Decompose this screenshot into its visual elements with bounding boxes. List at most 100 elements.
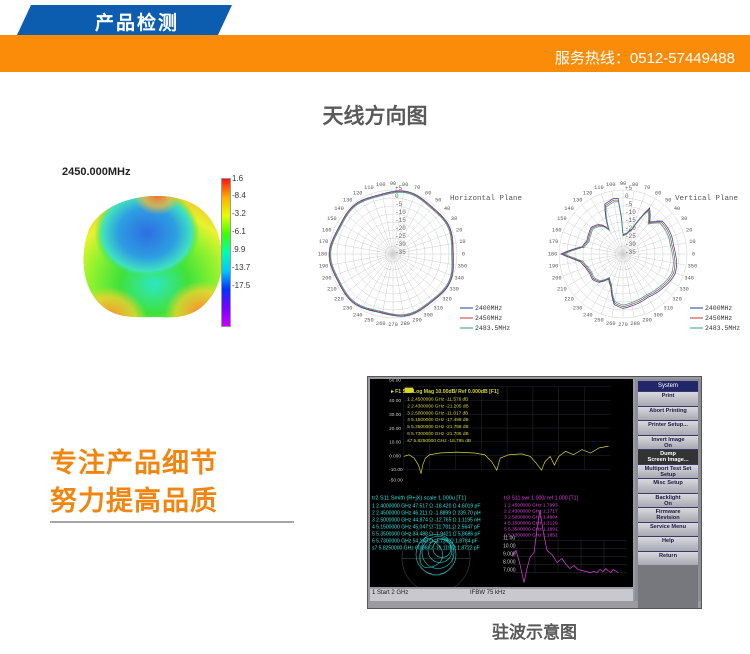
- svg-text:200: 200: [552, 276, 562, 282]
- svg-text:40.00: 40.00: [389, 398, 401, 404]
- svg-text:240: 240: [583, 313, 593, 319]
- svg-text:260: 260: [606, 321, 616, 327]
- svg-text:50.00: 50.00: [389, 379, 401, 384]
- svg-text:300: 300: [653, 313, 663, 319]
- svg-text:30: 30: [681, 216, 687, 222]
- svg-text:2483.5MHz: 2483.5MHz: [705, 325, 740, 332]
- svg-text:60: 60: [425, 190, 431, 196]
- svg-text:290: 290: [642, 318, 652, 324]
- svg-text:210: 210: [327, 287, 337, 293]
- svg-text:140: 140: [564, 206, 574, 212]
- svg-text:30.00: 30.00: [389, 412, 401, 418]
- svg-text:6 5.7300000 GHz -21.706 dB: 6 5.7300000 GHz -21.706 dB: [407, 431, 468, 437]
- svg-text:80: 80: [632, 182, 638, 188]
- svg-text:-15: -15: [395, 217, 406, 224]
- svg-text:350: 350: [458, 264, 468, 270]
- svg-text:2400MHz: 2400MHz: [475, 305, 502, 312]
- svg-text:10: 10: [689, 239, 695, 245]
- svg-text:280: 280: [400, 321, 410, 327]
- svg-text:220: 220: [564, 297, 574, 303]
- svg-text:140: 140: [334, 206, 344, 212]
- svg-text:40: 40: [444, 206, 450, 212]
- svg-text:Horizontal Plane: Horizontal Plane: [450, 195, 522, 203]
- svg-text:Vertical Plane: Vertical Plane: [675, 195, 738, 203]
- svg-text:2400MHz: 2400MHz: [705, 305, 732, 312]
- svg-text:130: 130: [343, 197, 353, 203]
- svg-text:5 5.3500000 GHz 1.1891: 5 5.3500000 GHz 1.1891: [504, 527, 558, 533]
- svg-text:2 2.4500000 GHz 46.211 Ω -1: 2 2.4500000 GHz 46.211 Ω -1.8899 Ω 239.7…: [372, 511, 481, 517]
- svg-text:20.00: 20.00: [389, 426, 401, 432]
- svg-text:9.000: 9.000: [503, 552, 516, 558]
- svg-text:280: 280: [630, 321, 640, 327]
- svg-text:4 5.1500000 GHz 1.3129: 4 5.1500000 GHz 1.3129: [504, 521, 558, 527]
- svg-text:10.00: 10.00: [503, 544, 516, 550]
- svg-text:290: 290: [412, 318, 422, 324]
- svg-text:-20: -20: [395, 225, 406, 232]
- svg-text:20: 20: [686, 227, 692, 233]
- svg-text:-50.00: -50.00: [389, 477, 403, 483]
- svg-text:5 5.3500000 GHz 34.488 Ω -1: 5 5.3500000 GHz 34.488 Ω -1.9421 Ω 5.868…: [372, 532, 480, 538]
- svg-text:300: 300: [423, 313, 433, 319]
- svg-text:210: 210: [557, 287, 567, 293]
- svg-text:100: 100: [606, 182, 616, 188]
- svg-text:150: 150: [327, 216, 337, 222]
- svg-text:s7 5.8250000 GHz -16.795 dB: s7 5.8250000 GHz -16.795 dB: [407, 438, 471, 444]
- svg-text:260: 260: [376, 321, 386, 327]
- svg-text:1 2.4000000 GHz 47.517 Ω -1: 1 2.4000000 GHz 47.517 Ω -18.420 Ω 4.601…: [372, 504, 480, 510]
- svg-text:7.000: 7.000: [503, 568, 516, 574]
- svg-text:150: 150: [557, 216, 567, 222]
- svg-text:tr3 S11 swr 1.000/ ref 1.000 [: tr3 S11 swr 1.000/ ref 1.000 [T1]: [504, 496, 579, 502]
- svg-text:270: 270: [618, 322, 628, 328]
- svg-text:-15: -15: [625, 217, 636, 224]
- svg-text:50: 50: [665, 197, 671, 203]
- svg-text:4 5.1500000 GHz -17.498 dB: 4 5.1500000 GHz -17.498 dB: [407, 417, 468, 423]
- svg-text:170: 170: [319, 239, 329, 245]
- svg-text:200: 200: [322, 276, 332, 282]
- svg-text:230: 230: [343, 305, 353, 311]
- svg-text:2483.5MHz: 2483.5MHz: [475, 325, 510, 332]
- svg-text:230: 230: [573, 305, 583, 311]
- svg-text:11.00: 11.00: [503, 536, 515, 542]
- svg-text:-5: -5: [625, 201, 633, 208]
- svg-text:240: 240: [353, 313, 363, 319]
- svg-text:8.000: 8.000: [503, 560, 516, 566]
- svg-text:120: 120: [583, 190, 593, 196]
- svg-text:tr2 S11 Smith (R+jX) scale 1.0: tr2 S11 Smith (R+jX) scale 1.000u [T1]: [372, 496, 466, 502]
- svg-text:30: 30: [451, 216, 457, 222]
- svg-text:190: 190: [549, 264, 559, 270]
- svg-text:310: 310: [664, 305, 674, 311]
- svg-text:2 2.4300000 GHz 1.1717: 2 2.4300000 GHz 1.1717: [504, 509, 558, 515]
- svg-text:-35: -35: [625, 249, 636, 256]
- svg-text:1 2.4500000 GHz -11.576 dB: 1 2.4500000 GHz -11.576 dB: [407, 397, 468, 403]
- svg-text:-10: -10: [625, 209, 636, 216]
- svg-text:110: 110: [594, 185, 604, 191]
- svg-text:►F1 S11 Log Mag 10.00dB/ Ref 0: ►F1 S11 Log Mag 10.00dB/ Ref 0.000dB [F1…: [390, 389, 499, 395]
- svg-text:310: 310: [434, 305, 444, 311]
- svg-text:70: 70: [414, 185, 420, 191]
- svg-text:130: 130: [573, 197, 583, 203]
- svg-text:+5: +5: [625, 185, 633, 192]
- svg-text:50: 50: [435, 197, 441, 203]
- svg-text:3 2.5000000 GHz -11.017 dB: 3 2.5000000 GHz -11.017 dB: [407, 410, 468, 416]
- svg-text:190: 190: [319, 264, 329, 270]
- svg-text:20: 20: [456, 227, 462, 233]
- svg-text:100: 100: [376, 182, 386, 188]
- svg-text:0: 0: [692, 251, 695, 257]
- svg-text:160: 160: [322, 227, 332, 233]
- svg-text:10.00: 10.00: [389, 440, 401, 446]
- svg-text:3 2.5000000 GHz 1.4904: 3 2.5000000 GHz 1.4904: [504, 515, 558, 521]
- svg-text:110: 110: [364, 185, 374, 191]
- svg-text:250: 250: [594, 318, 604, 324]
- svg-text:-10.00: -10.00: [389, 467, 403, 473]
- svg-text:-35: -35: [395, 249, 406, 256]
- svg-text:2450MHz: 2450MHz: [705, 315, 732, 322]
- svg-text:10: 10: [459, 239, 465, 245]
- svg-text:170: 170: [549, 239, 559, 245]
- svg-text:160: 160: [552, 227, 562, 233]
- svg-text:60: 60: [655, 190, 661, 196]
- svg-text:340: 340: [454, 276, 464, 282]
- svg-text:5 5.3500000 GHz -21.788 dB: 5 5.3500000 GHz -21.788 dB: [407, 424, 468, 430]
- svg-text:80: 80: [402, 182, 408, 188]
- svg-text:3 2.5000000 GHz 44.874 Ω -1: 3 2.5000000 GHz 44.874 Ω -12.765 Ω 1.119…: [372, 518, 481, 524]
- svg-text:320: 320: [442, 297, 452, 303]
